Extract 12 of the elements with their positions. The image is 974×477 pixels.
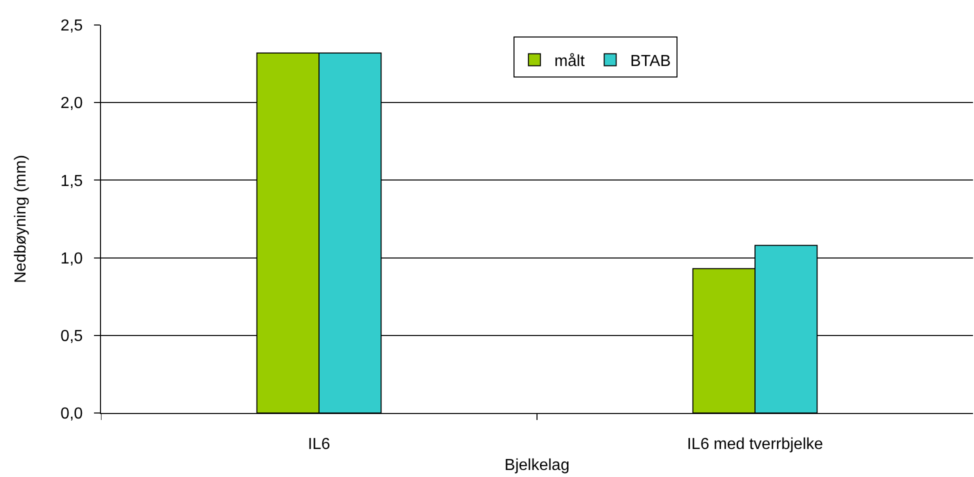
y-tick-label: 1,5 [60, 172, 83, 190]
x-tick-label: IL6 med tverrbjelke [686, 436, 824, 454]
y-tick-label: 0,0 [60, 406, 83, 423]
y-tick-label: 2,5 [60, 18, 83, 35]
y-tick-label: 1,0 [60, 250, 83, 268]
x-tick-label: IL6 [308, 436, 330, 454]
y-tick-label: 0,5 [60, 328, 83, 345]
y-tick-label: 2,0 [60, 95, 83, 112]
x-axis-title: Bjelkelag [504, 456, 570, 474]
legend-label: BTAB [630, 52, 671, 70]
y-axis-title: Nedbøyning (mm) [12, 154, 30, 284]
legend-label: målt [554, 52, 586, 70]
